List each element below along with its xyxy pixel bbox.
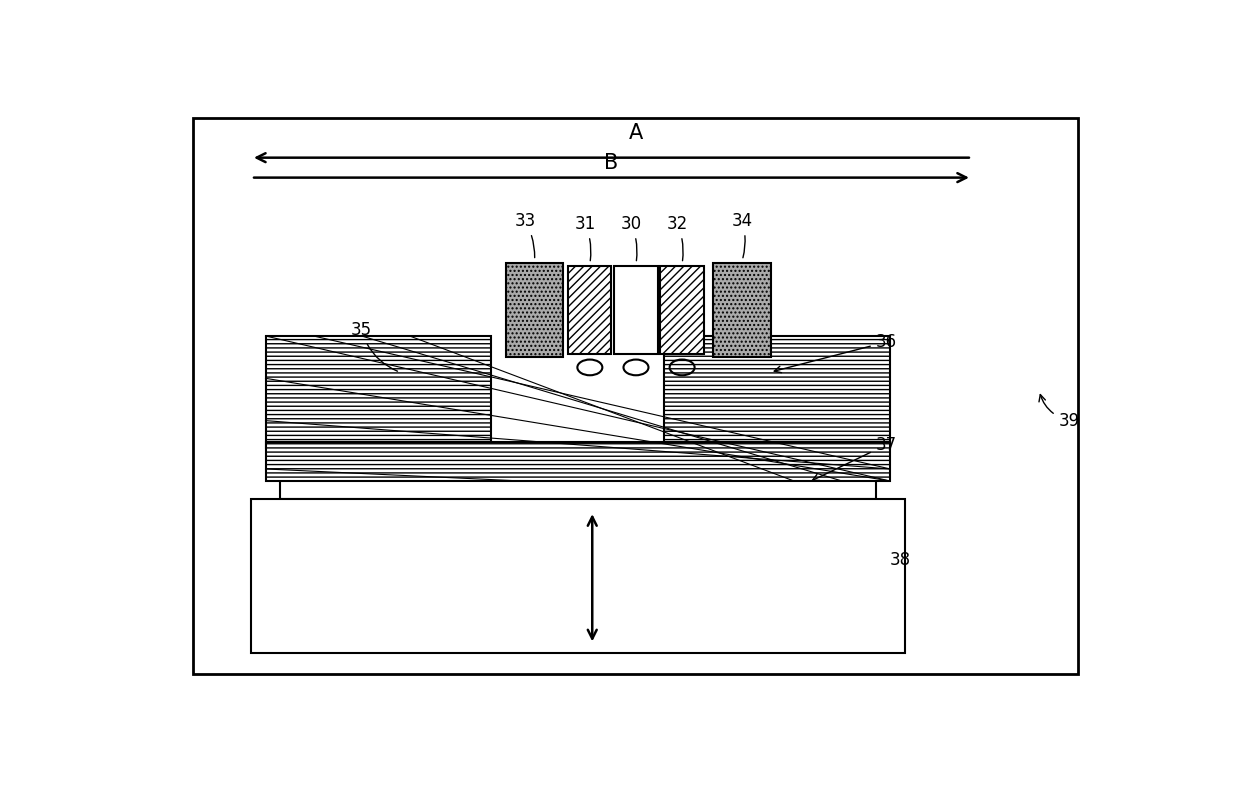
Bar xyxy=(614,266,657,354)
Bar xyxy=(280,476,875,499)
Bar xyxy=(265,336,491,447)
Text: 34: 34 xyxy=(732,212,753,257)
Text: 35: 35 xyxy=(351,321,398,371)
Text: A: A xyxy=(629,122,642,143)
Text: 32: 32 xyxy=(667,215,688,261)
Bar xyxy=(250,499,905,653)
Text: 38: 38 xyxy=(890,550,911,568)
Text: 39: 39 xyxy=(1039,395,1080,429)
Text: 30: 30 xyxy=(620,215,642,261)
Text: B: B xyxy=(604,153,619,173)
Bar xyxy=(506,264,563,357)
Bar xyxy=(568,266,611,354)
Text: 36: 36 xyxy=(774,333,897,373)
Bar xyxy=(265,442,890,481)
Bar xyxy=(265,336,491,447)
Text: 31: 31 xyxy=(574,215,595,261)
Text: 33: 33 xyxy=(515,212,536,257)
Bar xyxy=(265,442,890,481)
Bar xyxy=(665,336,890,447)
Bar xyxy=(665,336,890,447)
Bar xyxy=(713,264,771,357)
Text: 37: 37 xyxy=(812,436,897,480)
Bar xyxy=(661,266,704,354)
